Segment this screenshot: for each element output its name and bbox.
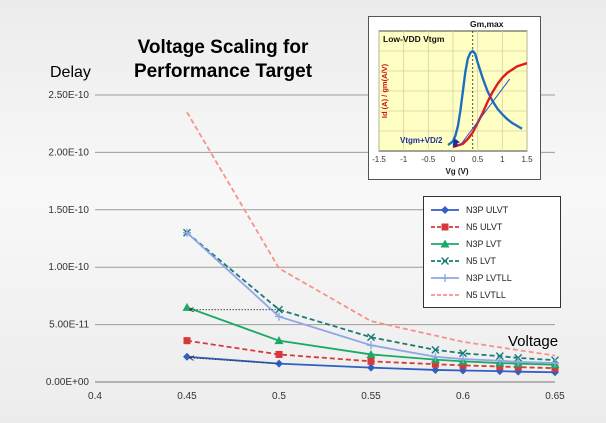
inset-x-tick-label: 0 (451, 155, 456, 164)
data-point (275, 350, 283, 358)
data-point (367, 333, 375, 342)
legend-marker (441, 273, 449, 282)
y-tick-label: 2.00E-10 (48, 147, 89, 158)
legend-swatch (431, 223, 459, 230)
inset-chart: -1.5 -1 -0.5 0 0.5 1 1.5 Vg (V) Id (A) / gm(A/V)… (368, 16, 541, 180)
legend-label: N5 LVT (466, 255, 496, 266)
inset-x-tick-label: 1.5 (521, 155, 533, 164)
inset-y-axis-label: Id (A) / gm(A/V) (380, 63, 389, 118)
legend-label: N3P LVT (466, 238, 502, 249)
data-point (551, 359, 559, 368)
data-point (431, 360, 439, 368)
chart-title: Voltage Scaling for Performance Target (108, 36, 338, 84)
chart-title-line1: Voltage Scaling for (137, 37, 309, 58)
legend-entry: N5 LVT (430, 252, 554, 269)
y-tick-label: 1.00E-10 (48, 262, 89, 273)
legend-label: N3P LVTLL (466, 272, 512, 283)
inset-x-tick-label: 0.5 (472, 155, 484, 164)
legend-marker (440, 239, 450, 247)
legend-marker (441, 205, 449, 214)
y-tick-label: 1.50E-10 (48, 205, 89, 216)
legend: N3P ULVT N5 ULVT N3P LVT N5 LVT N3P LVTLL N5 … (423, 196, 561, 308)
inset-plot: -1.5 -1 -0.5 0 0.5 1 1.5 Vg (V) Id (A) / gm(A/V)… (372, 19, 533, 176)
gm-max-label: Gm,max (470, 19, 504, 29)
data-point (275, 312, 283, 321)
inset-x-tick-label: -1.5 (372, 155, 386, 164)
inset-x-tick-label: -1 (400, 155, 408, 164)
data-point (367, 363, 375, 372)
legend-label: N5 LVTLL (466, 289, 506, 300)
y-axis-label: Delay (50, 64, 91, 81)
data-point (431, 352, 440, 361)
legend-marker (441, 256, 449, 265)
y-tick-label: 0.00E+00 (46, 377, 90, 388)
data-point (274, 336, 284, 345)
x-tick-label: 0.4 (88, 391, 102, 402)
data-point (459, 355, 467, 364)
id-curve (452, 62, 528, 149)
data-point (459, 361, 467, 369)
legend-entry: N5 LVTLL (430, 286, 554, 303)
data-point (183, 228, 191, 237)
x-tick-label: 0.6 (456, 391, 470, 402)
data-point (431, 365, 440, 374)
data-point (514, 353, 523, 362)
series-n3p-lvtll (183, 228, 559, 368)
x-tick-label: 0.65 (545, 391, 565, 402)
data-point (495, 352, 504, 361)
tangent-line (459, 78, 511, 146)
y-tick-label: 2.50E-10 (48, 90, 89, 101)
x-tick-label: 0.55 (361, 391, 381, 402)
data-point (514, 357, 523, 366)
legend-entry: N5 ULVT (430, 218, 554, 235)
data-point (367, 357, 375, 365)
inset-x-tick-label: -0.5 (421, 155, 435, 164)
legend-entry: N3P LVTLL (430, 269, 554, 286)
inset-title: Low-VDD Vtgm (383, 34, 445, 44)
data-point (183, 337, 191, 345)
legend-marker (441, 223, 449, 230)
data-point (366, 349, 376, 358)
data-point (459, 349, 467, 358)
legend-swatch (431, 273, 459, 282)
legend-label: N5 ULVT (466, 221, 503, 232)
data-point (182, 302, 192, 311)
series-line (186, 306, 556, 366)
x-axis-label: Voltage (508, 333, 559, 350)
vtgm-point (453, 143, 458, 147)
legend-swatch (431, 239, 459, 247)
series-n5-lvtll (186, 111, 556, 357)
x-tick-label: 0.5 (272, 391, 286, 402)
legend-swatch (431, 256, 459, 265)
y-tick-label: 5.00E-11 (49, 320, 89, 331)
legend-swatch (431, 293, 459, 296)
legend-label: N3P ULVT (466, 204, 509, 215)
legend-entry: N3P LVT (430, 235, 554, 252)
legend-entry: N3P ULVT (430, 201, 554, 218)
inset-x-axis-label: Vg (V) (445, 167, 468, 176)
chart-title-line2: Performance Target (133, 61, 313, 82)
data-point (495, 356, 504, 365)
series-line (186, 111, 556, 357)
gm-curve (447, 49, 523, 147)
data-point (431, 345, 440, 354)
vtgm-label: Vtgm+VD/2 (400, 136, 443, 145)
data-point (367, 341, 375, 350)
legend-swatch (431, 205, 459, 214)
x-tick-label: 0.45 (177, 391, 197, 402)
series-line (186, 232, 556, 362)
inset-x-tick-label: 1 (500, 155, 505, 164)
data-point (183, 352, 191, 361)
